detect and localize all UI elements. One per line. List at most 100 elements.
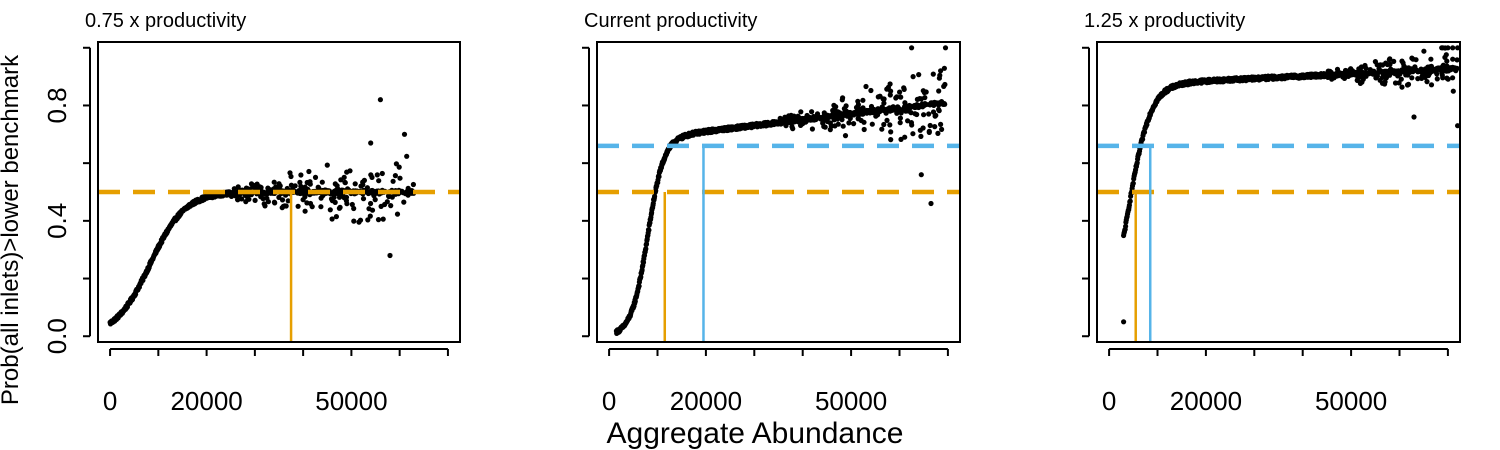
data-point [937, 72, 943, 78]
data-point [316, 185, 322, 191]
data-point [869, 121, 875, 127]
data-point [1430, 67, 1436, 73]
y-tick-label: 0.0 [42, 318, 72, 354]
data-point [916, 72, 922, 78]
panel-3: 1.25 x productivity 0 20000 50000 [1082, 10, 1461, 416]
data-point [364, 185, 370, 191]
outlier-point [928, 200, 934, 207]
data-point [1123, 223, 1129, 229]
data-point [1399, 84, 1405, 90]
outlier-point [1455, 123, 1461, 129]
data-point [372, 197, 378, 203]
data-point [298, 183, 304, 189]
data-point [1374, 62, 1380, 68]
data-point [341, 195, 347, 201]
data-point [646, 227, 652, 233]
data-point [309, 204, 315, 210]
data-point [375, 217, 382, 223]
panel-2: Current productivity 0 20000 50000 [582, 10, 961, 416]
data-point [1418, 66, 1424, 72]
outlier-point [368, 140, 374, 146]
data-point [276, 194, 282, 200]
data-point [233, 190, 239, 196]
data-point [371, 193, 377, 199]
data-point [932, 113, 938, 119]
data-point [839, 117, 845, 123]
outlier-point [401, 131, 408, 137]
data-point [228, 193, 235, 199]
data-point [868, 87, 874, 94]
data-point [1450, 75, 1456, 81]
data-point [351, 205, 357, 212]
data-point [942, 101, 948, 107]
data-point [235, 197, 241, 203]
data-point [821, 113, 827, 119]
data-point [882, 108, 889, 114]
data-point [1419, 75, 1425, 81]
data-point [366, 206, 372, 212]
data-point [306, 168, 312, 175]
scatter-points [1121, 45, 1461, 325]
data-point [905, 118, 911, 124]
data-point [1444, 63, 1450, 69]
data-point [827, 120, 834, 126]
data-point [1405, 81, 1412, 87]
x-tick-label: 0 [602, 386, 616, 416]
data-point [401, 199, 407, 205]
data-point [847, 115, 853, 121]
data-point [875, 106, 881, 112]
data-point [264, 195, 270, 201]
data-point [887, 92, 893, 98]
data-point [881, 100, 887, 106]
data-point [632, 298, 638, 304]
data-point [376, 178, 382, 184]
x-axis-label: Aggregate Abundance [607, 417, 904, 450]
data-point [324, 162, 330, 168]
data-point [880, 96, 886, 102]
x-tick-label: 20000 [170, 386, 242, 416]
data-point [410, 181, 416, 188]
outlier-point [387, 252, 393, 259]
data-point [397, 175, 403, 181]
x-tick-label: 20000 [670, 386, 742, 416]
data-point [930, 109, 937, 115]
data-point [333, 214, 339, 220]
data-point [1373, 75, 1379, 81]
data-point [942, 81, 948, 88]
data-point [873, 113, 879, 119]
data-point [910, 74, 916, 80]
data-point [1401, 66, 1407, 72]
data-point [277, 183, 283, 189]
data-point [254, 181, 260, 187]
data-point [400, 190, 406, 196]
data-point [935, 130, 941, 136]
data-point [374, 172, 380, 178]
data-point [1387, 56, 1393, 62]
data-point [336, 205, 342, 211]
x-axis: 0 20000 50000 [1102, 348, 1449, 416]
data-point [258, 184, 264, 191]
data-point [368, 200, 374, 207]
data-point [839, 113, 845, 119]
panel-title: 1.25 x productivity [1084, 10, 1245, 32]
data-point [329, 216, 335, 222]
data-point [636, 283, 642, 289]
data-point [356, 219, 362, 225]
data-point [926, 111, 932, 117]
scatter-points [613, 45, 949, 336]
data-point [344, 201, 350, 207]
data-point [365, 217, 371, 223]
data-point [271, 179, 277, 185]
data-point [318, 204, 324, 210]
data-point [901, 85, 907, 91]
data-point [1345, 73, 1351, 79]
data-point [1415, 76, 1421, 82]
data-point [1362, 70, 1368, 76]
data-point [941, 65, 948, 71]
data-point [898, 94, 904, 100]
data-point [885, 84, 892, 90]
data-point [918, 133, 924, 139]
data-point [283, 203, 289, 209]
data-point [652, 193, 658, 199]
data-point [1127, 198, 1133, 204]
